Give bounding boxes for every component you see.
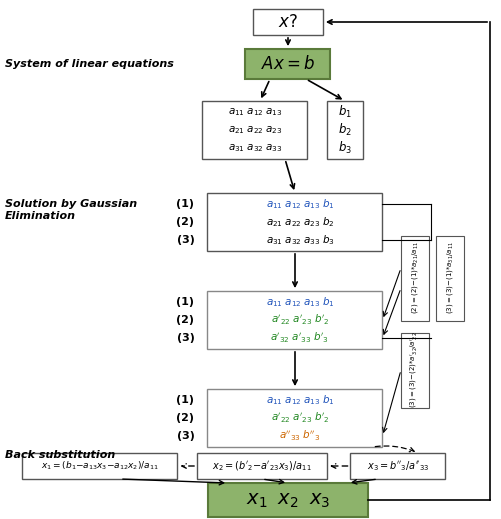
Text: $x_2{=}(b'_2{-}a'_{23}x_3)/a_{11}$: $x_2{=}(b'_2{-}a'_{23}x_3)/a_{11}$ [212, 459, 312, 473]
Text: (2): (2) [176, 315, 194, 325]
Bar [207, 389, 382, 447]
Bar [436, 236, 464, 321]
Text: (1): (1) [176, 395, 194, 405]
Bar [351, 453, 445, 479]
Text: $a'_{32}\;a'_{33}\;b'_3$: $a'_{32}\;a'_{33}\;b'_3$ [271, 331, 330, 345]
Text: $b_3$: $b_3$ [338, 140, 352, 156]
Text: $a'_{22}\;a'_{23}\;b'_2$: $a'_{22}\;a'_{23}\;b'_2$ [271, 411, 330, 425]
Text: $a_{11}\;a_{12}\;a_{13}\;b_1$: $a_{11}\;a_{12}\;a_{13}\;b_1$ [266, 295, 334, 309]
Bar [23, 453, 177, 479]
Text: $a_{11}\;a_{12}\;a_{13}$: $a_{11}\;a_{12}\;a_{13}$ [228, 106, 282, 118]
Text: $x_3{=}b''_3/a''_{33}$: $x_3{=}b''_3/a''_{33}$ [367, 459, 429, 473]
Bar [207, 193, 382, 251]
Text: (2): (2) [176, 413, 194, 423]
Text: (3): (3) [176, 431, 194, 441]
Text: $b_2$: $b_2$ [338, 122, 352, 138]
Text: (3): (3) [176, 235, 194, 245]
Bar [208, 483, 368, 517]
Text: $a_{31}\;a_{32}\;a_{33}$: $a_{31}\;a_{32}\;a_{33}$ [228, 142, 282, 154]
Bar [197, 453, 327, 479]
Text: (1): (1) [176, 297, 194, 307]
Text: System of linear equations: System of linear equations [5, 59, 174, 69]
Text: (1): (1) [176, 199, 194, 209]
Text: $a'_{22}\;a'_{23}\;b'_2$: $a'_{22}\;a'_{23}\;b'_2$ [271, 313, 330, 327]
Text: $\mathit{Ax=b}$: $\mathit{Ax=b}$ [261, 55, 315, 73]
Bar [253, 9, 323, 35]
Text: $a_{31}\;a_{32}\;a_{33}\;b_3$: $a_{31}\;a_{32}\;a_{33}\;b_3$ [266, 233, 334, 247]
Text: $(2){=}(2){-}(1){*}a_{21}/a_{11}$: $(2){=}(2){-}(1){*}a_{21}/a_{11}$ [410, 241, 420, 315]
Text: $\mathit{x?}$: $\mathit{x?}$ [278, 13, 298, 31]
Text: $(3){=}(3){-}(2){*}a'_{32}/a'_{22}$: $(3){=}(3){-}(2){*}a'_{32}/a'_{22}$ [409, 332, 420, 408]
Text: $a_{11}\;a_{12}\;a_{13}\;b_1$: $a_{11}\;a_{12}\;a_{13}\;b_1$ [266, 197, 334, 211]
Text: $(3){=}(3){-}(1){*}a_{31}/a_{11}$: $(3){=}(3){-}(1){*}a_{31}/a_{11}$ [445, 241, 455, 315]
Bar [245, 49, 331, 79]
Bar [327, 101, 363, 159]
Bar [401, 236, 429, 321]
Text: $a_{11}\;a_{12}\;a_{13}\;b_1$: $a_{11}\;a_{12}\;a_{13}\;b_1$ [266, 393, 334, 407]
Bar [401, 333, 429, 407]
Text: $a''_{33}\;b''_3$: $a''_{33}\;b''_3$ [279, 429, 321, 443]
Text: (2): (2) [176, 217, 194, 227]
Text: $b_1$: $b_1$ [338, 104, 352, 120]
Text: Back substitution: Back substitution [5, 450, 115, 460]
Text: $a_{21}\;a_{22}\;a_{23}\;b_2$: $a_{21}\;a_{22}\;a_{23}\;b_2$ [266, 215, 334, 229]
Bar [207, 291, 382, 349]
Text: $a_{21}\;a_{22}\;a_{23}$: $a_{21}\;a_{22}\;a_{23}$ [228, 124, 282, 136]
Text: Solution by Gaussian
Elimination: Solution by Gaussian Elimination [5, 199, 137, 221]
Bar [202, 101, 308, 159]
Text: $x_1\;\;x_2\;\;x_3$: $x_1\;\;x_2\;\;x_3$ [246, 490, 330, 510]
Text: (3): (3) [176, 333, 194, 343]
Text: $x_1{=}(b_1{-}a_{13}x_3{-}a_{12}x_2)/a_{11}$: $x_1{=}(b_1{-}a_{13}x_3{-}a_{12}x_2)/a_{… [41, 460, 159, 472]
